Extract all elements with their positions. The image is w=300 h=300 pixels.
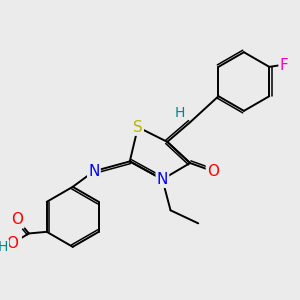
Text: H: H	[175, 106, 185, 119]
Text: F: F	[280, 58, 288, 73]
Text: O: O	[7, 236, 19, 251]
Text: S: S	[133, 120, 143, 135]
Text: N: N	[157, 172, 168, 187]
Text: O: O	[207, 164, 219, 179]
Text: O: O	[11, 212, 23, 227]
Text: N: N	[88, 164, 100, 179]
Text: H: H	[0, 240, 8, 254]
